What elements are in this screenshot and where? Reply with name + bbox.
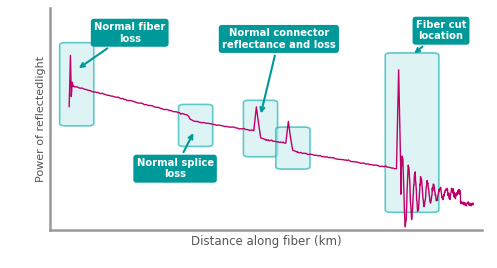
X-axis label: Distance along fiber (km): Distance along fiber (km) xyxy=(190,235,341,248)
Text: Normal connector
reflectance and loss: Normal connector reflectance and loss xyxy=(222,28,336,111)
FancyBboxPatch shape xyxy=(385,53,439,212)
Y-axis label: Power of reflectedlight: Power of reflectedlight xyxy=(35,56,46,182)
FancyBboxPatch shape xyxy=(178,105,213,146)
FancyBboxPatch shape xyxy=(244,100,277,157)
FancyBboxPatch shape xyxy=(60,43,94,126)
Text: Normal splice
loss: Normal splice loss xyxy=(137,135,214,180)
Text: Fiber cut
location: Fiber cut location xyxy=(416,20,466,52)
FancyBboxPatch shape xyxy=(276,127,310,169)
Text: Normal fiber
loss: Normal fiber loss xyxy=(81,22,166,67)
